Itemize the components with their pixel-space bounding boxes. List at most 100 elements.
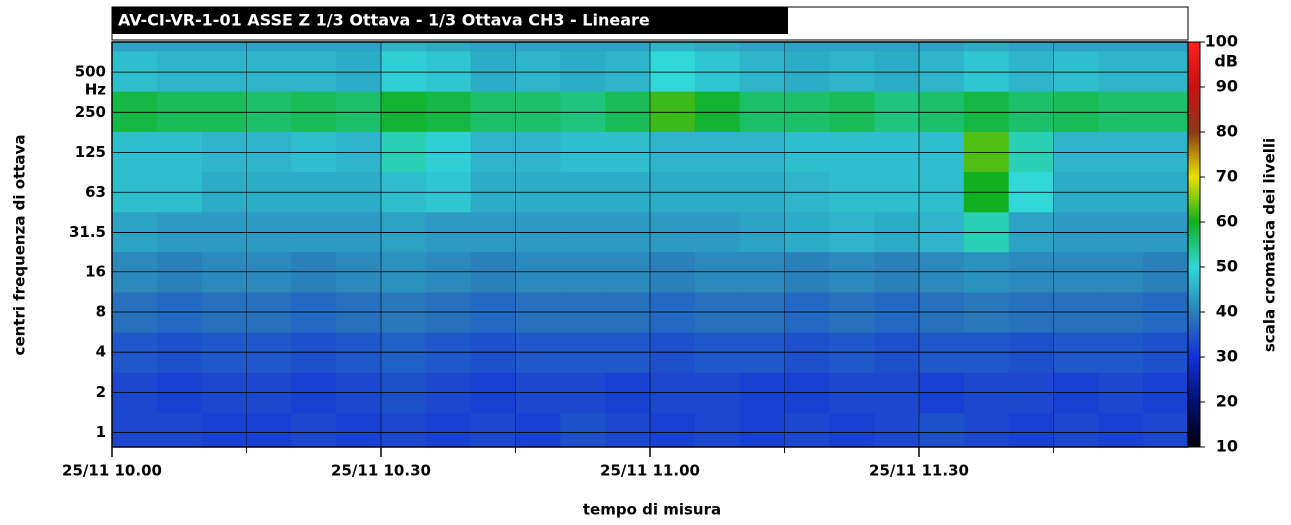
- heatmap-cell: [739, 50, 785, 92]
- heatmap-cell: [336, 91, 382, 132]
- heatmap-cell: [784, 211, 830, 253]
- heatmap-cell: [515, 131, 561, 173]
- heatmap-cell: [784, 50, 830, 92]
- x-axis-label: tempo di misura: [583, 501, 721, 519]
- heatmap-cell: [112, 91, 158, 132]
- heatmap-cell: [425, 91, 472, 132]
- heatmap-cell: [156, 50, 203, 92]
- heatmap-cell: [470, 42, 516, 52]
- heatmap-cell: [291, 211, 337, 253]
- heatmap-cell: [156, 211, 203, 253]
- heatmap-cell: [291, 131, 337, 173]
- y-tick-label: 31.5: [69, 223, 106, 241]
- heatmap-cell: [201, 50, 247, 92]
- heatmap-cell: [1143, 211, 1189, 253]
- heatmap-cell: [1053, 50, 1099, 92]
- heatmap-cell: [336, 50, 382, 92]
- heatmap-cell: [919, 211, 965, 253]
- heatmap-cell: [1053, 91, 1099, 132]
- x-tick-label: 25/11 10.30: [331, 462, 431, 480]
- heatmap-cell: [1143, 412, 1189, 448]
- heatmap-cell: [112, 42, 158, 52]
- heatmap-cell: [1008, 131, 1054, 173]
- heatmap-cell: [874, 412, 920, 448]
- heatmap-cell: [1143, 131, 1189, 173]
- heatmap-cell: [246, 50, 292, 92]
- heatmap-cell: [694, 131, 741, 173]
- heatmap-cell: [963, 50, 1010, 92]
- heatmap-cell: [739, 412, 785, 448]
- heatmap-cell: [470, 412, 516, 448]
- heatmap-cell: [874, 91, 920, 132]
- heatmap-cell: [1053, 412, 1099, 448]
- heatmap-cell: [694, 412, 741, 448]
- heatmap-cell: [425, 42, 472, 52]
- heatmap-cell: [246, 91, 292, 132]
- axes: [111, 41, 1189, 457]
- heatmap-cell: [829, 42, 875, 52]
- heatmap-cell: [919, 412, 965, 448]
- heatmap-cell: [156, 91, 203, 132]
- heatmap-cell: [560, 50, 606, 92]
- heatmap-cell: [919, 91, 965, 132]
- heatmap-cell: [470, 91, 516, 132]
- heatmap-cell: [1008, 42, 1054, 52]
- heatmap-cell: [560, 131, 606, 173]
- heatmap-cell: [425, 131, 472, 173]
- heatmap-cell: [605, 211, 651, 253]
- heatmap-cell: [829, 412, 875, 448]
- heatmap-cell: [829, 50, 875, 92]
- heatmap-cell: [963, 42, 1010, 52]
- heatmap-cell: [919, 42, 965, 52]
- heatmap-cell: [1143, 91, 1189, 132]
- heatmap-cell: [246, 412, 292, 448]
- heatmap-cell: [1098, 211, 1144, 253]
- colorbar-tick-label: 70: [1216, 167, 1238, 186]
- heatmap-cell: [156, 42, 203, 52]
- heatmap-cell: [694, 42, 741, 52]
- heatmap-cell: [784, 412, 830, 448]
- heatmap-cell: [201, 412, 247, 448]
- y-axis-label: centri frequenza di ottava: [11, 135, 29, 356]
- heatmap-cell: [919, 50, 965, 92]
- heatmap-cell: [650, 42, 696, 52]
- heatmap-cell: [1098, 91, 1144, 132]
- heatmap-cell: [201, 91, 247, 132]
- heatmap-cell: [470, 50, 516, 92]
- heatmap-cell: [201, 42, 247, 52]
- colorbar-tick-label: 10: [1216, 437, 1238, 456]
- heatmap-cell: [1008, 91, 1054, 132]
- colorbar-tick-label: 40: [1216, 302, 1238, 321]
- heatmap-cell: [605, 412, 651, 448]
- heatmap-cell: [874, 42, 920, 52]
- colorbar-tick-label: 50: [1216, 257, 1238, 276]
- heatmap-cell: [1008, 211, 1054, 253]
- heatmap-cell: [381, 50, 427, 92]
- heatmap-cell: [694, 50, 741, 92]
- heatmap-cell: [381, 211, 427, 253]
- heatmap-cell: [1098, 131, 1144, 173]
- x-tick-label: 25/11 11.00: [600, 462, 700, 480]
- heatmap-cell: [650, 91, 696, 132]
- heatmap-cell: [1143, 42, 1189, 52]
- heatmap-cell: [515, 42, 561, 52]
- chart-title: AV-CI-VR-1-01 ASSE Z 1/3 Ottava - 1/3 Ot…: [118, 11, 650, 30]
- heatmap-cell: [112, 50, 158, 92]
- heatmap-cell: [425, 50, 472, 92]
- heatmap-cell: [784, 91, 830, 132]
- heatmap-cell: [605, 42, 651, 52]
- heatmap-cell: [515, 91, 561, 132]
- heatmap-cell: [1098, 412, 1144, 448]
- heatmap-cell: [874, 50, 920, 92]
- title-background: [112, 7, 788, 34]
- heatmap-cell: [650, 50, 696, 92]
- heatmap-cell: [1143, 50, 1189, 92]
- heatmap-cell: [963, 131, 1010, 173]
- colorbar-tick-label: 20: [1216, 392, 1238, 411]
- colorbar-tick-label: 60: [1216, 212, 1238, 231]
- heatmap-cell: [381, 131, 427, 173]
- heatmap-cell: [739, 211, 785, 253]
- heatmap-cell: [874, 211, 920, 253]
- heatmap-cell: [784, 131, 830, 173]
